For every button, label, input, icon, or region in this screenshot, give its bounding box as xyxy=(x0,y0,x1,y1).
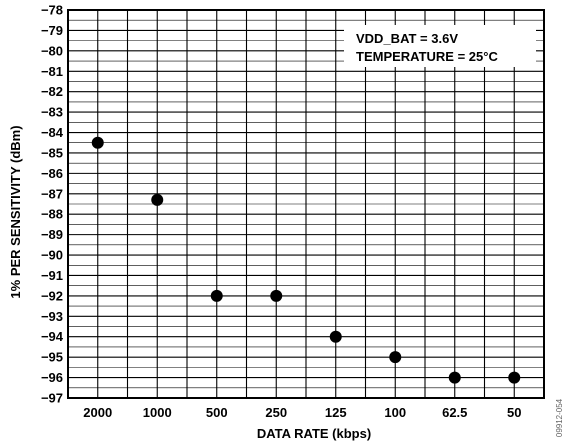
y-tick-label: −88 xyxy=(41,207,63,222)
y-tick-label: −83 xyxy=(41,105,63,120)
y-tick-label: −78 xyxy=(41,3,63,18)
y-tick-label: −80 xyxy=(41,43,63,58)
x-tick-label: 250 xyxy=(265,405,287,420)
x-tick-label: 50 xyxy=(507,405,521,420)
data-point xyxy=(329,330,342,343)
data-point xyxy=(91,136,104,149)
data-point xyxy=(448,371,461,384)
y-tick-label: −92 xyxy=(41,288,63,303)
y-tick-label: −87 xyxy=(41,186,63,201)
annotation-temperature: TEMPERATURE = 25°C xyxy=(356,49,498,64)
data-points xyxy=(91,136,521,384)
y-tick-label: −82 xyxy=(41,84,63,99)
y-tick-label: −84 xyxy=(41,125,64,140)
x-axis-ticks: 2000 1000 500 250 125 100 62.5 50 xyxy=(83,405,521,420)
grid-lines xyxy=(67,9,545,399)
x-tick-label: 125 xyxy=(325,405,347,420)
annotation-vdd-bat: VDD_BAT = 3.6V xyxy=(356,31,458,46)
y-tick-label: −89 xyxy=(41,227,63,242)
data-point xyxy=(389,351,402,364)
y-axis-ticks: −78 −79 −80 −81 −82 −83 −84 −85 −86 −87 −88 −89 −90 −… xyxy=(41,3,64,406)
y-axis-title: 1% PER SENSITIVITY (dBm) xyxy=(8,125,23,298)
data-point xyxy=(151,193,164,206)
plot-border xyxy=(67,9,545,399)
x-tick-label: 1000 xyxy=(143,405,172,420)
annotation-box xyxy=(344,25,536,67)
plot-frame xyxy=(67,9,545,399)
y-tick-label: −90 xyxy=(41,248,63,263)
y-tick-label: −85 xyxy=(41,145,63,160)
x-tick-label: 500 xyxy=(206,405,228,420)
x-axis-title: DATA RATE (kbps) xyxy=(257,426,371,441)
y-tick-label: −81 xyxy=(41,64,63,79)
data-point xyxy=(210,289,223,302)
y-tick-label: −91 xyxy=(41,268,63,283)
x-tick-label: 62.5 xyxy=(442,405,467,420)
y-tick-label: −79 xyxy=(41,23,63,38)
y-tick-label: −97 xyxy=(41,391,63,406)
y-tick-label: −86 xyxy=(41,166,63,181)
y-tick-label: −95 xyxy=(41,350,63,365)
y-tick-label: −93 xyxy=(41,309,63,324)
y-tick-label: −96 xyxy=(41,370,63,385)
x-tick-label: 2000 xyxy=(83,405,112,420)
y-tick-label: −94 xyxy=(41,329,64,344)
figure-id: 09912-054 xyxy=(555,398,564,437)
data-point xyxy=(508,371,521,384)
data-point xyxy=(270,289,283,302)
x-tick-label: 100 xyxy=(384,405,406,420)
